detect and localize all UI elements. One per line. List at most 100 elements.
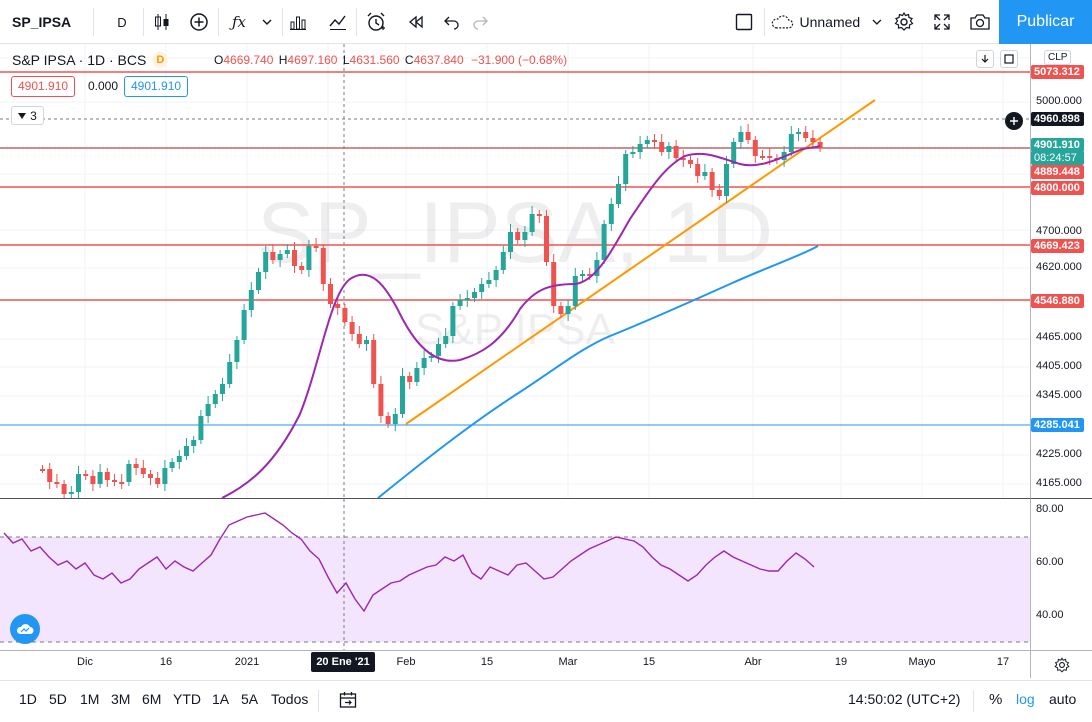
range-1a[interactable]: 1A xyxy=(212,691,230,707)
time-scale[interactable] xyxy=(0,650,1030,678)
add-alert-button[interactable] xyxy=(1005,112,1023,130)
time-tick: Mar xyxy=(558,656,578,668)
range-all[interactable]: Todos xyxy=(271,691,309,707)
time-tick: Abr xyxy=(744,656,762,668)
restore-icon xyxy=(1004,54,1014,64)
price-label-4546: 4546.880 xyxy=(1031,294,1084,308)
ohlc-values: O4669.740 H4697.160 L4631.560 C4637.840 … xyxy=(214,53,568,67)
chart-settings-corner[interactable] xyxy=(1030,650,1092,678)
rsi-tick: 80.00 xyxy=(1036,503,1064,515)
price-pane[interactable]: SP_IPSA, 1D S&P IPSA xyxy=(0,44,1030,498)
function-icon: ƒx xyxy=(231,13,246,31)
arrow-down-icon xyxy=(981,55,989,63)
symbol-search-button[interactable]: SP_IPSA xyxy=(12,14,72,30)
bar-countdown: 08:24:57 xyxy=(1031,151,1084,165)
buy-button[interactable]: 4901.910 xyxy=(124,76,189,97)
indicators-button[interactable]: ƒx xyxy=(224,0,254,44)
templates-button[interactable] xyxy=(324,0,352,44)
cloud-chart-icon xyxy=(16,624,34,634)
price-tick: 4225.000 xyxy=(1036,448,1082,460)
price-tick: 5000.000 xyxy=(1036,95,1082,107)
price-label-4889: 4889.448 xyxy=(1031,165,1084,179)
crosshair-date-label: 20 Ene '21 xyxy=(311,652,375,672)
fullscreen-button[interactable] xyxy=(928,0,956,44)
candles-icon xyxy=(155,14,169,30)
rsi-band xyxy=(0,537,1030,642)
time-tick: 2021 xyxy=(234,656,260,668)
price-tick: 4405.000 xyxy=(1036,360,1082,372)
camera-icon xyxy=(970,14,990,30)
replay-button[interactable] xyxy=(402,0,430,44)
snapshot-button[interactable] xyxy=(966,0,994,44)
watermark-symbol: SP_IPSA, 1D xyxy=(257,185,773,281)
time-tick: 16 xyxy=(159,656,173,668)
gear-icon xyxy=(894,11,914,31)
trend-line xyxy=(405,99,876,425)
price-tick: 4165.000 xyxy=(1036,477,1082,489)
price-scale[interactable] xyxy=(1030,44,1092,498)
rsi-scale[interactable] xyxy=(1030,498,1092,650)
price-label-4285: 4285.041 xyxy=(1031,418,1084,432)
range-1m[interactable]: 1M xyxy=(80,691,100,707)
gear-icon xyxy=(1053,656,1070,672)
timezone-clock[interactable]: 14:50:02 (UTC+2) xyxy=(848,691,961,707)
percent-scale-toggle[interactable]: % xyxy=(989,691,1003,708)
range-5a[interactable]: 5A xyxy=(241,691,259,707)
fullscreen-layout-button[interactable] xyxy=(730,0,758,44)
rsi-tick: 60.00 xyxy=(1036,556,1064,568)
price-chart: SP_IPSA, 1D S&P IPSA xyxy=(0,44,1030,498)
legend-title[interactable]: S&P IPSA · 1D · BCS xyxy=(12,52,147,68)
financials-button[interactable] xyxy=(284,0,312,44)
data-badge: D xyxy=(152,52,169,68)
ideas-button[interactable] xyxy=(10,614,40,644)
chevron-down-icon xyxy=(262,19,272,25)
moving-average-slow xyxy=(377,245,819,498)
candles-style-button[interactable] xyxy=(148,0,176,44)
price-tick: 4620.000 xyxy=(1036,261,1082,273)
alert-button[interactable] xyxy=(362,0,390,44)
interval-button[interactable]: D xyxy=(117,14,127,30)
rsi-chart xyxy=(0,499,1030,650)
caret-down-icon xyxy=(18,112,27,119)
time-tick: 19 xyxy=(834,656,848,668)
currency-label[interactable]: CLP xyxy=(1044,50,1072,65)
indicators-dropdown[interactable] xyxy=(256,0,278,44)
watermark-description: S&P IPSA xyxy=(415,305,615,354)
indicators-toggle[interactable]: 3 xyxy=(11,106,44,125)
rsi-pane[interactable] xyxy=(0,498,1030,650)
price-label-5073: 5073.312 xyxy=(1031,65,1084,79)
plus-icon xyxy=(1010,117,1018,125)
range-3m[interactable]: 3M xyxy=(111,691,131,707)
rsi-tick: 40.00 xyxy=(1036,609,1064,621)
bar-chart-icon xyxy=(290,16,306,30)
time-tick: 15 xyxy=(480,656,494,668)
auto-scale-toggle[interactable]: auto xyxy=(1049,691,1077,707)
scroll-to-latest-button[interactable] xyxy=(976,50,994,68)
last-price-label: 4901.910 xyxy=(1031,138,1084,152)
price-tick: 4465.000 xyxy=(1036,331,1082,343)
time-tick: 15 xyxy=(642,656,656,668)
alarm-clock-icon xyxy=(367,12,385,31)
compare-button[interactable] xyxy=(185,0,213,44)
price-label-4800: 4800.000 xyxy=(1031,181,1084,195)
go-to-date-button[interactable] xyxy=(338,690,358,715)
settings-button[interactable] xyxy=(890,0,918,44)
range-5d[interactable]: 5D xyxy=(49,691,67,707)
price-tick: 4345.000 xyxy=(1036,389,1082,401)
undo-button[interactable] xyxy=(438,0,466,44)
range-ytd[interactable]: YTD xyxy=(173,691,201,707)
crosshair-price-label: 4960.898 xyxy=(1031,112,1084,126)
sell-button[interactable]: 4901.910 xyxy=(11,76,76,97)
range-6m[interactable]: 6M xyxy=(142,691,162,707)
maximize-pane-button[interactable] xyxy=(1000,50,1018,68)
publish-button[interactable]: Publicar xyxy=(999,0,1092,44)
range-1d[interactable]: 1D xyxy=(19,691,37,707)
plus-circle-icon xyxy=(190,13,208,31)
undo-icon xyxy=(444,16,459,30)
layout-name-button[interactable]: Unnamed xyxy=(770,0,882,44)
log-scale-toggle[interactable]: log xyxy=(1016,691,1035,707)
top-toolbar: SP_IPSA D ƒx xyxy=(0,0,1092,44)
chevron-down-icon xyxy=(872,19,882,25)
redo-button[interactable] xyxy=(466,0,494,44)
